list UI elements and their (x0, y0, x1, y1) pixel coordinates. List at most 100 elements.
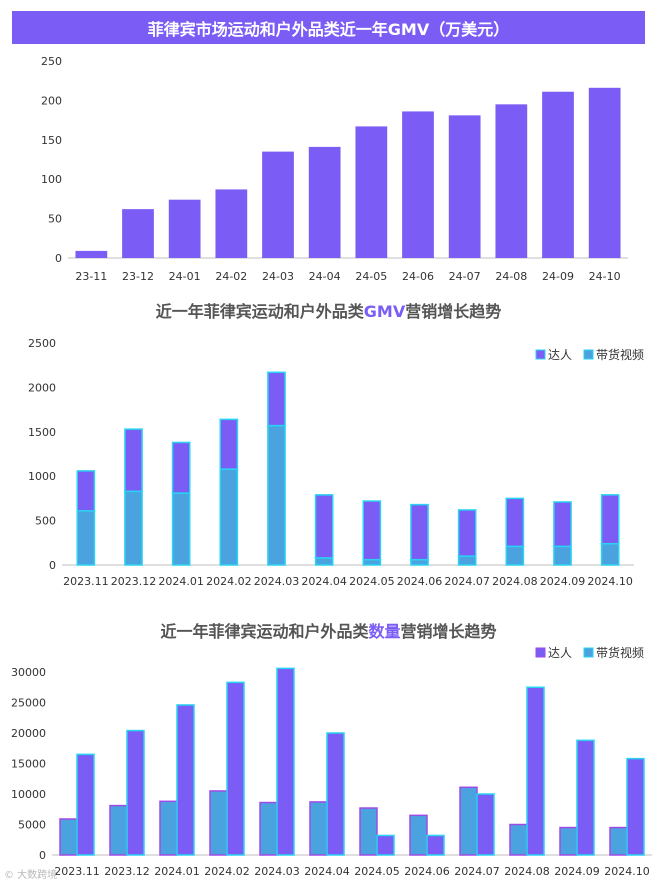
x-tick-label: 2024.08 (504, 865, 550, 878)
influencer-gmv-bar (314, 494, 334, 559)
influencer-gmv-bar (267, 371, 286, 427)
gmv-bar (355, 126, 388, 259)
x-tick-label: 2024.02 (204, 865, 250, 878)
y-tick-label: 100 (41, 173, 62, 186)
video-gmv-bar (124, 490, 143, 566)
x-tick-label: 2024.04 (304, 865, 350, 878)
chart2-title-prefix: 近一年菲律宾运动和户外品类 (155, 302, 364, 321)
video-count-bar (476, 793, 495, 856)
legend-label: 达人 (548, 348, 572, 362)
chart3-title-highlight: 数量 (368, 622, 401, 641)
gmv-bar (215, 189, 248, 258)
x-tick-label: 2024.07 (444, 575, 490, 588)
y-tick-label: 5000 (18, 819, 46, 832)
video-count-bar (76, 753, 95, 856)
legend-label: 达人 (548, 646, 572, 660)
x-tick-label: 24-10 (589, 270, 621, 283)
y-tick-label: 25000 (11, 697, 46, 710)
video-gmv-bar (553, 545, 572, 566)
influencer-count-bar (59, 818, 78, 856)
video-count-bar (176, 704, 195, 856)
gmv-bar (588, 87, 621, 259)
y-tick-label: 20000 (11, 727, 46, 740)
influencer-count-bar (109, 804, 128, 856)
x-tick-label: 2023.11 (54, 865, 100, 878)
y-tick-label: 0 (39, 849, 46, 862)
video-gmv-bar (600, 542, 620, 566)
x-tick-label: 24-03 (262, 270, 294, 283)
y-tick-label: 10000 (11, 788, 46, 801)
chart3-title-prefix: 近一年菲律宾运动和户外品类 (160, 622, 369, 641)
legend-swatch (535, 349, 546, 360)
chart2-title-suffix: 营销增长趋势 (405, 302, 502, 321)
video-gmv-bar (457, 555, 477, 566)
influencer-gmv-bar (76, 470, 96, 512)
quantity-grouped-bar-chart: 0 5000 10000 15000 20000 25000 30000 2023.11 202… (11, 645, 652, 878)
video-count-bar (626, 757, 645, 856)
x-tick-label: 2024.09 (540, 575, 586, 588)
x-tick-label: 24-06 (402, 270, 434, 283)
video-count-bar (426, 834, 445, 856)
chart3-title: 近一年菲律宾运动和户外品类数量营销增长趋势 (0, 618, 657, 642)
video-count-bar (376, 834, 395, 856)
y-tick-label: 0 (55, 252, 62, 265)
legend-label: 带货视频 (596, 347, 644, 362)
influencer-count-bar (359, 807, 378, 856)
x-tick-label: 2024.01 (154, 865, 200, 878)
video-gmv-bar (362, 558, 382, 566)
x-tick-label: 24-05 (355, 270, 387, 283)
gmv-bar (168, 199, 201, 258)
influencer-gmv-bar (219, 418, 239, 470)
influencer-gmv-bar (410, 503, 429, 561)
gmv-bar (75, 250, 108, 258)
x-tick-label: 2024.05 (354, 865, 400, 878)
x-tick-label: 2024.06 (397, 575, 443, 588)
video-gmv-bar (171, 492, 191, 566)
x-tick-label: 2024.05 (349, 575, 395, 588)
influencer-count-bar (159, 800, 178, 856)
x-tick-label: 24-02 (215, 270, 247, 283)
influencer-count-bar (259, 801, 278, 856)
y-tick-label: 2000 (28, 381, 56, 394)
y-tick-label: 0 (49, 559, 56, 572)
video-gmv-bar (505, 545, 525, 566)
gmv-bar (542, 91, 574, 258)
banner-title: 菲律宾市场运动和户外品类近一年GMV（万美元） (12, 11, 645, 44)
x-tick-label: 24-07 (449, 270, 481, 283)
legend-label: 带货视频 (596, 645, 644, 660)
influencer-gmv-bar (171, 441, 191, 494)
watermark: © 大数跨境 (4, 870, 58, 881)
influencer-count-bar (409, 814, 428, 856)
x-tick-label: 23-12 (122, 270, 154, 283)
x-tick-label: 24-04 (309, 270, 341, 283)
x-tick-label: 2023.12 (111, 575, 157, 588)
video-count-bar (126, 729, 145, 856)
gmv-bar (448, 115, 481, 258)
x-tick-label: 2024.03 (254, 575, 300, 588)
influencer-count-bar (209, 790, 228, 856)
influencer-gmv-bar (600, 494, 620, 545)
video-count-bar (326, 732, 345, 856)
x-tick-label: 2024.10 (604, 865, 650, 878)
x-tick-label: 2024.10 (587, 575, 633, 588)
influencer-count-bar (309, 801, 328, 856)
gmv-bar-chart: 0 50 100 150 200 250 23-11 23-12 24-01 24-02 24-03… (41, 55, 628, 283)
y-tick-label: 50 (48, 213, 62, 226)
influencer-count-bar (459, 786, 478, 856)
video-gmv-bar (314, 557, 334, 566)
legend-swatch (583, 349, 594, 360)
y-tick-label: 1500 (28, 426, 56, 439)
y-tick-label: 250 (41, 55, 62, 68)
legend-swatch (583, 647, 594, 658)
x-tick-label: 2023.11 (63, 575, 109, 588)
y-tick-label: 1000 (28, 470, 56, 483)
x-tick-label: 24-09 (542, 270, 574, 283)
influencer-gmv-bar (553, 501, 572, 548)
y-tick-label: 150 (41, 134, 62, 147)
influencer-count-bar (609, 826, 628, 856)
video-gmv-bar (410, 558, 429, 566)
video-gmv-bar (267, 424, 286, 566)
y-tick-label: 15000 (11, 758, 46, 771)
video-count-bar (526, 686, 545, 856)
